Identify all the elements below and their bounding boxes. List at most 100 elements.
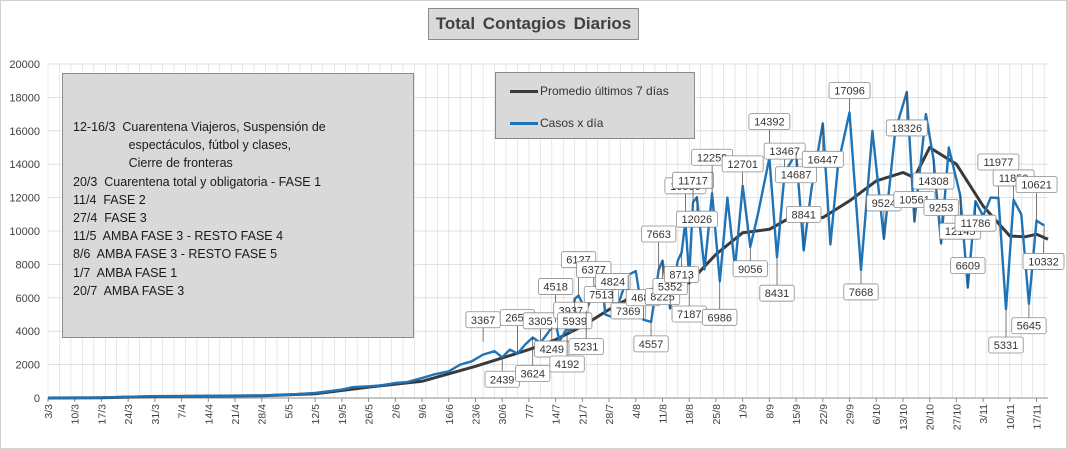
x-tick-label: 13/10 bbox=[898, 404, 910, 430]
callout-value: 8713 bbox=[669, 269, 693, 281]
x-tick-label: 10/3 bbox=[70, 404, 82, 425]
chart-title: Total Contagios Diarios bbox=[428, 8, 639, 40]
x-tick-label: 12/5 bbox=[310, 404, 322, 425]
data-callout: 17096 bbox=[828, 82, 871, 113]
x-tick-label: 11/8 bbox=[658, 404, 670, 424]
data-callout: 16447 bbox=[801, 123, 844, 168]
callout-value: 14687 bbox=[781, 170, 812, 182]
callout-value: 7663 bbox=[646, 229, 670, 241]
data-callout: 10621 bbox=[1015, 176, 1058, 221]
callout-value: 14392 bbox=[754, 117, 785, 129]
data-callout: 3367 bbox=[465, 311, 501, 342]
data-callout: 12026 bbox=[675, 197, 718, 228]
y-tick-label: 8000 bbox=[16, 259, 40, 271]
data-callout: 5331 bbox=[988, 308, 1024, 354]
note-line: 12-16/3 Cuarentena Viajeros, Suspensión … bbox=[73, 120, 326, 134]
callout-value: 11717 bbox=[678, 175, 708, 187]
x-tick-label: 22/9 bbox=[818, 404, 830, 425]
x-tick-label: 26/5 bbox=[364, 404, 376, 425]
callout-value: 14308 bbox=[918, 176, 949, 188]
callout-value: 7668 bbox=[849, 287, 873, 299]
x-tick-label: 17/11 bbox=[1032, 404, 1044, 430]
callout-value: 5352 bbox=[658, 282, 682, 294]
legend-swatch-daily bbox=[510, 121, 538, 125]
data-callout: 8431 bbox=[759, 257, 795, 302]
callout-value: 4192 bbox=[555, 359, 579, 371]
x-tick-label: 24/3 bbox=[123, 404, 135, 425]
y-tick-label: 6000 bbox=[16, 293, 40, 305]
callout-value: 11786 bbox=[961, 218, 991, 230]
x-tick-label: 3/11 bbox=[978, 404, 990, 424]
x-tick-label: 17/3 bbox=[96, 404, 108, 425]
x-tick-label: 28/7 bbox=[604, 404, 616, 425]
callout-value: 9524 bbox=[872, 198, 896, 210]
callout-box bbox=[759, 284, 795, 302]
callout-value: 7187 bbox=[677, 309, 701, 321]
callout-box bbox=[988, 336, 1024, 354]
x-tick-label: 29/9 bbox=[845, 404, 857, 425]
callout-box bbox=[633, 335, 669, 353]
x-tick-label: 21/7 bbox=[577, 404, 589, 425]
legend-swatch-avg bbox=[510, 89, 538, 93]
data-callout: 11717 bbox=[672, 171, 714, 203]
callout-box bbox=[732, 260, 768, 278]
x-tick-label: 19/5 bbox=[337, 404, 349, 425]
callout-box bbox=[702, 308, 738, 326]
x-tick-label: 5/5 bbox=[283, 404, 295, 419]
callout-value: 12259 bbox=[697, 152, 728, 164]
data-callout: 8713 bbox=[663, 252, 700, 283]
data-callout: 14687 bbox=[775, 152, 817, 184]
callout-leader bbox=[1043, 225, 1045, 254]
note-line: 20/7 AMBA FASE 3 bbox=[73, 283, 185, 298]
callout-box bbox=[595, 273, 631, 290]
data-callout: 5939 bbox=[557, 298, 593, 330]
callout-box bbox=[801, 150, 844, 168]
x-axis: 3/3 10/3 17/3 24/3 31/3 7/4 14/4 21/4 28/4 5/5 12/… bbox=[43, 397, 1048, 430]
y-tick-label: 16000 bbox=[9, 126, 40, 138]
legend-item-daily: Casos x día bbox=[510, 115, 603, 131]
callout-value: 5939 bbox=[562, 316, 586, 328]
x-tick-label: 4/8 bbox=[631, 404, 643, 419]
note-line: espectáculos, fútbol y clases, bbox=[73, 138, 292, 153]
data-callout: 4192 bbox=[549, 327, 585, 373]
callout-box bbox=[675, 210, 718, 228]
data-callout: 8841 bbox=[786, 205, 822, 251]
x-tick-label: 10/11 bbox=[1005, 404, 1017, 430]
callout-box bbox=[923, 199, 959, 216]
callout-box bbox=[1011, 317, 1047, 335]
callout-value: 12701 bbox=[727, 159, 758, 171]
callout-box bbox=[641, 225, 677, 243]
callout-value: 16447 bbox=[808, 154, 839, 166]
callout-value: 3624 bbox=[520, 368, 544, 380]
x-tick-label: 9/6 bbox=[417, 404, 429, 419]
callout-value: 9253 bbox=[929, 202, 953, 214]
legend: Promedio últimos 7 días Casos x día bbox=[495, 72, 695, 139]
callout-value: 2439 bbox=[490, 374, 514, 386]
callout-value: 18326 bbox=[891, 123, 922, 135]
x-tick-label: 14/4 bbox=[203, 404, 215, 425]
callout-box bbox=[828, 82, 871, 99]
y-tick-label: 18000 bbox=[9, 92, 40, 104]
x-tick-label: 23/6 bbox=[470, 404, 482, 425]
y-axis: 0 2000 4000 6000 8000 10000 12000 14000 16000 180… bbox=[9, 59, 40, 405]
x-tick-label: 7/4 bbox=[177, 404, 189, 419]
callout-value: 12026 bbox=[682, 214, 713, 226]
callout-value: 6609 bbox=[956, 261, 980, 273]
note-line: Cierre de fronteras bbox=[73, 156, 233, 171]
data-callout: 6609 bbox=[950, 257, 986, 288]
x-tick-label: 21/4 bbox=[230, 404, 242, 425]
data-callout: 5645 bbox=[1011, 303, 1047, 335]
data-callout: 3624 bbox=[515, 337, 551, 382]
x-tick-label: 15/9 bbox=[791, 404, 803, 425]
callout-value: 10621 bbox=[1021, 180, 1052, 192]
callout-box bbox=[549, 355, 585, 373]
callout-box bbox=[721, 155, 764, 173]
data-callout: 18326 bbox=[885, 91, 928, 137]
x-tick-label: 2/6 bbox=[390, 404, 402, 419]
data-callout: 4518 bbox=[538, 278, 574, 323]
x-tick-label: 1/9 bbox=[738, 404, 750, 419]
x-tick-label: 7/7 bbox=[524, 404, 536, 419]
data-callout: 9253 bbox=[923, 199, 959, 244]
notes-box: 12-16/3 Cuarentena Viajeros, Suspensión … bbox=[62, 73, 414, 338]
callout-box bbox=[1015, 176, 1058, 194]
